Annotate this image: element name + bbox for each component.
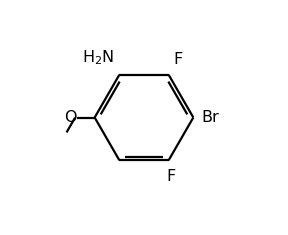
Text: H$_2$N: H$_2$N bbox=[82, 48, 115, 67]
Text: Br: Br bbox=[201, 110, 219, 125]
Text: F: F bbox=[166, 169, 176, 184]
Text: O: O bbox=[64, 110, 76, 125]
Text: F: F bbox=[173, 52, 183, 67]
